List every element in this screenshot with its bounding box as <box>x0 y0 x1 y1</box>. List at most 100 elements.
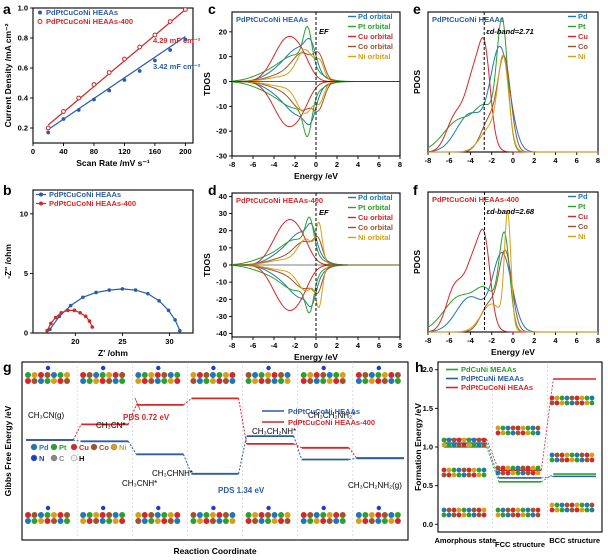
data-point <box>152 32 158 38</box>
atom <box>471 472 477 478</box>
slab-model-image <box>135 365 181 384</box>
atom <box>333 378 340 384</box>
atom <box>154 372 161 378</box>
atom <box>320 518 327 524</box>
data-point <box>78 310 82 315</box>
atom <box>258 378 265 384</box>
red-connector <box>238 398 248 444</box>
legend-marker <box>38 10 42 15</box>
slab-model-image <box>355 505 401 524</box>
atom <box>554 502 560 508</box>
atom <box>476 507 482 513</box>
atom <box>579 457 585 463</box>
atom <box>476 467 482 473</box>
legend-label: Pt orbital <box>358 203 391 212</box>
data-point <box>72 308 77 313</box>
atom <box>481 512 487 518</box>
atom <box>51 518 57 524</box>
atom <box>64 378 70 384</box>
atom <box>574 502 580 508</box>
panel-label-a: a <box>3 1 11 17</box>
atom <box>86 378 93 384</box>
atom <box>549 502 555 508</box>
atom <box>505 512 511 518</box>
x-axis-label: Energy /eV <box>491 347 535 357</box>
atom <box>451 512 457 518</box>
legend-marker <box>37 19 43 24</box>
atom <box>209 518 216 524</box>
x-tick-label: 20 <box>71 337 79 346</box>
atom <box>64 372 70 378</box>
legend-label: PdPtCuCoNi HEAAs-400 <box>49 199 136 208</box>
atom <box>209 378 216 384</box>
panel-label-e: e <box>413 1 421 17</box>
adsorbate-atom <box>100 365 106 371</box>
atom <box>589 395 595 401</box>
data-point <box>178 328 182 333</box>
data-point <box>61 109 66 114</box>
atom <box>326 512 333 518</box>
atom <box>141 378 148 384</box>
fermi-label: EF <box>319 27 329 36</box>
atom <box>461 442 467 448</box>
atom <box>495 430 501 436</box>
atom <box>520 430 526 436</box>
atom <box>500 470 506 476</box>
atom <box>471 467 477 473</box>
atom <box>564 457 570 463</box>
category-label: BCC structure <box>549 536 600 545</box>
adsorbate-atom <box>376 365 382 371</box>
structure-model-image <box>495 425 541 436</box>
x-tick-label: -2 <box>292 160 299 169</box>
slab-model-image <box>300 365 346 384</box>
atom <box>252 372 259 378</box>
atom <box>258 512 265 518</box>
plot-a: 0 40 80 120 160 200 0.2 0.4 0.6 0.8 1.0 Scan Rate /… <box>3 4 201 169</box>
panel-title: PdPtCuCoNi HEAAs-400 <box>236 196 323 205</box>
atom <box>441 507 447 513</box>
slab-model-image <box>245 505 291 524</box>
atom <box>31 512 38 518</box>
data-point <box>91 82 97 87</box>
panel-label-c: c <box>208 1 216 17</box>
atom <box>51 512 57 518</box>
atom <box>203 518 210 524</box>
data-point <box>76 108 81 112</box>
data-point <box>49 321 53 326</box>
x-tick-label: 25 <box>118 337 126 346</box>
adsorbate-atom <box>321 505 326 511</box>
atom <box>520 512 526 518</box>
atom <box>525 507 531 513</box>
data-point <box>87 319 92 323</box>
y-tick-label: 1.5 <box>423 404 433 413</box>
atom <box>106 378 113 384</box>
atom <box>515 465 521 471</box>
slab-model-image <box>190 505 236 524</box>
data-point <box>137 44 143 50</box>
atom <box>190 518 197 524</box>
species-label: CH₃CH₂NH₂(g) <box>348 481 402 490</box>
atom <box>368 372 375 378</box>
atom <box>451 467 457 473</box>
blue-connector <box>73 439 82 442</box>
data-point <box>48 327 52 332</box>
y-tick-label: 1.0 <box>423 443 433 452</box>
atom <box>559 395 565 401</box>
structure-model-image <box>441 507 487 518</box>
y-axis-label: Gibbs Free Energy /eV <box>3 405 13 496</box>
legend-label: PdPtCuNi MEAAs <box>461 374 524 383</box>
pds-red-label: PDS 0.72 eV <box>123 413 170 422</box>
atom <box>313 372 320 378</box>
atom <box>589 502 595 508</box>
data-point <box>90 325 95 329</box>
atom <box>99 378 106 384</box>
atom <box>481 507 487 513</box>
x-tick-label: 8 <box>398 160 402 169</box>
atom <box>569 457 575 463</box>
atom <box>258 372 265 378</box>
y-tick-label: 5 <box>24 269 28 278</box>
species-label: CH₃CN* <box>96 421 125 430</box>
atom <box>375 378 382 384</box>
atom <box>461 512 467 518</box>
nyquist-curve-1 <box>46 309 93 331</box>
